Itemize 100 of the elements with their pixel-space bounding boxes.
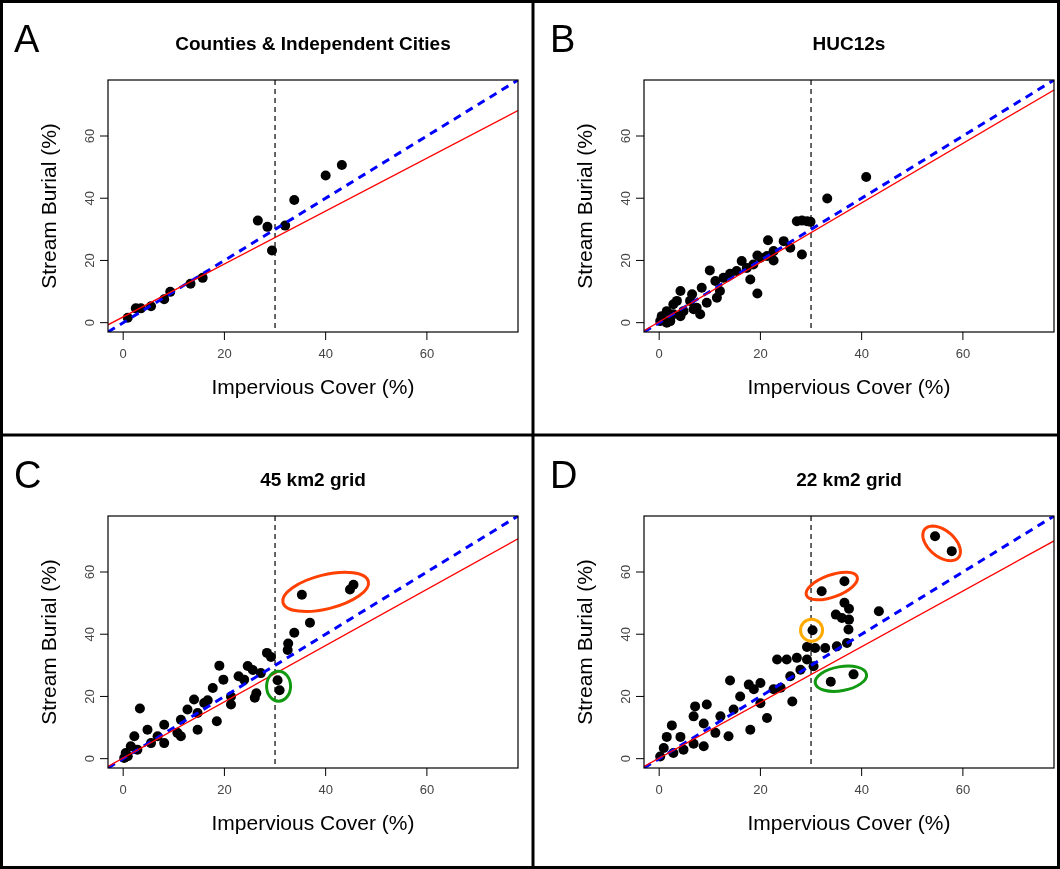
chart-title: 45 km2 grid — [260, 469, 366, 490]
point — [129, 731, 140, 742]
point — [736, 256, 747, 267]
x-tick-label: 20 — [753, 782, 768, 797]
point — [289, 627, 300, 638]
point — [695, 309, 706, 320]
point — [778, 236, 789, 247]
y-tick-label: 20 — [618, 253, 633, 268]
point — [820, 642, 831, 653]
chart-title: HUC12s — [812, 33, 886, 54]
point — [843, 624, 854, 635]
point — [690, 701, 701, 712]
x-axis-title: Impervious Cover (%) — [747, 811, 951, 834]
point — [688, 711, 699, 722]
point — [267, 245, 277, 256]
point — [762, 712, 772, 723]
point — [320, 170, 331, 181]
point — [861, 172, 872, 183]
x-tick-label: 20 — [753, 346, 768, 361]
x-axis-title: Impervious Cover (%) — [747, 375, 951, 398]
point — [192, 724, 203, 735]
x-tick-label: 60 — [419, 346, 435, 361]
x-axis-title: Impervious Cover (%) — [211, 375, 415, 398]
y-tick-label: 60 — [82, 564, 97, 580]
x-tick-label: 0 — [119, 346, 127, 361]
x-tick-label: 40 — [318, 346, 333, 361]
y-tick-label: 60 — [618, 128, 633, 144]
y-axis-title: Stream Burial (%) — [573, 559, 596, 725]
y-axis-title: Stream Burial (%) — [37, 123, 60, 289]
point — [946, 546, 957, 557]
point — [723, 731, 734, 742]
point — [810, 642, 821, 653]
point — [304, 617, 315, 628]
point — [189, 694, 200, 705]
point — [698, 741, 709, 752]
point — [755, 678, 766, 689]
point — [658, 743, 669, 754]
x-tick-label: 20 — [217, 346, 232, 361]
point — [265, 651, 276, 662]
point — [701, 297, 712, 308]
point — [781, 654, 792, 665]
point — [336, 159, 347, 170]
y-tick-label: 0 — [618, 755, 633, 763]
y-tick-label: 0 — [82, 319, 97, 327]
point — [710, 727, 721, 738]
point — [675, 731, 686, 742]
point — [763, 235, 774, 246]
y-tick-label: 20 — [618, 689, 633, 704]
point — [725, 675, 736, 686]
point — [848, 669, 859, 680]
y-tick-label: 0 — [618, 319, 633, 327]
y-tick-label: 20 — [82, 689, 97, 704]
x-tick-label: 40 — [318, 782, 333, 797]
point — [787, 696, 798, 707]
point — [661, 731, 672, 742]
point — [247, 665, 258, 675]
x-axis-title: Impervious Cover (%) — [211, 811, 415, 834]
x-tick-label: 60 — [955, 346, 971, 361]
x-tick-label: 60 — [955, 782, 971, 797]
point — [735, 691, 746, 702]
y-axis-title: Stream Burial (%) — [37, 559, 60, 725]
point — [289, 195, 300, 206]
point — [752, 288, 763, 299]
y-axis-title: Stream Burial (%) — [573, 123, 596, 289]
point — [182, 704, 193, 715]
point — [218, 674, 229, 685]
y-tick-label: 40 — [618, 190, 633, 206]
point — [207, 683, 218, 694]
point — [796, 249, 807, 260]
point — [696, 282, 707, 293]
y-tick-label: 0 — [82, 755, 97, 763]
point — [801, 654, 812, 665]
point — [214, 660, 225, 671]
chart-title: 22 km2 grid — [796, 469, 902, 490]
point — [282, 645, 293, 656]
point — [825, 676, 836, 687]
point — [348, 579, 359, 590]
point — [211, 716, 222, 727]
point — [748, 684, 759, 695]
point — [671, 295, 682, 306]
point — [666, 720, 677, 731]
point — [661, 317, 672, 328]
x-tick-label: 60 — [419, 782, 435, 797]
chart-title: Counties & Independent Cities — [175, 33, 451, 54]
point — [688, 738, 699, 749]
y-tick-label: 40 — [82, 626, 97, 642]
text: B — [550, 18, 576, 60]
point — [791, 652, 802, 663]
point — [822, 193, 833, 204]
point — [745, 274, 756, 285]
point — [745, 724, 756, 735]
point — [704, 265, 715, 276]
point — [873, 606, 884, 617]
point — [701, 699, 712, 710]
point — [252, 215, 263, 226]
point — [142, 724, 153, 735]
point — [134, 703, 145, 714]
point — [930, 531, 941, 542]
point — [675, 285, 686, 296]
text: C — [14, 454, 42, 496]
